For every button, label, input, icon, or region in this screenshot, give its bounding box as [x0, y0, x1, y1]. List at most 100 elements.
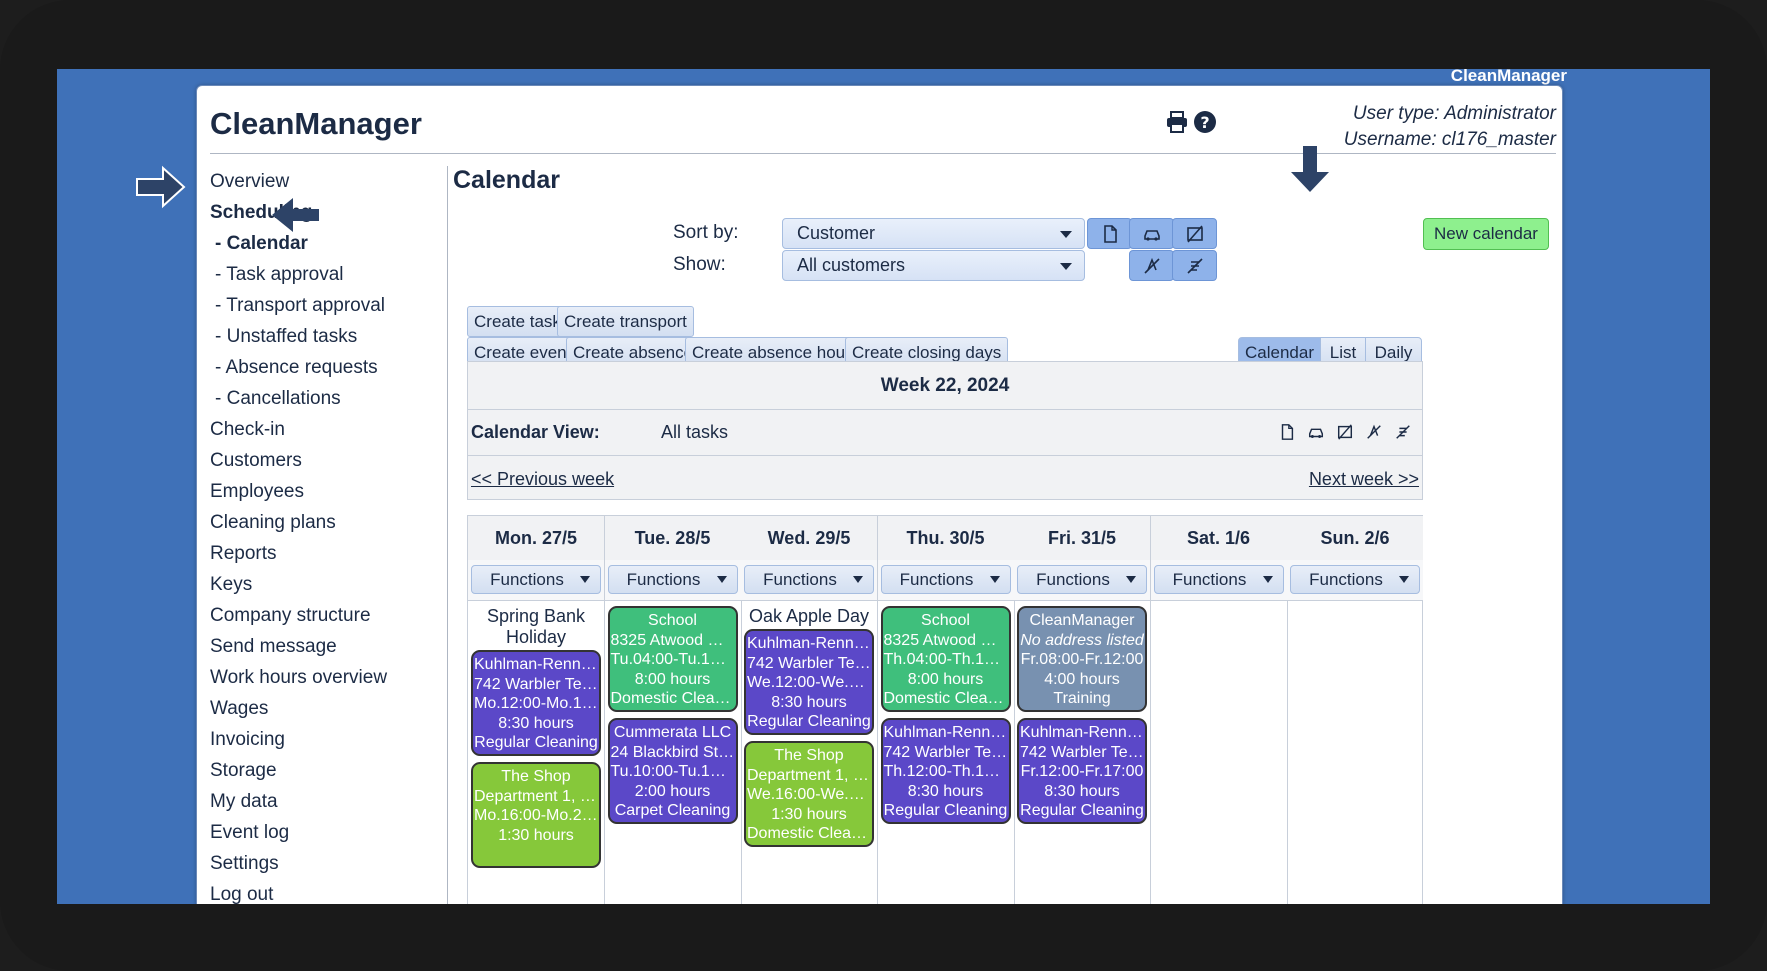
holiday-line: Holiday [505, 627, 567, 647]
task-detail: Carpet Cleaning [614, 802, 731, 819]
printer-icon[interactable] [1165, 110, 1189, 134]
sidebar-item-reports[interactable]: Reports [210, 543, 277, 564]
show-value: All customers [797, 255, 906, 275]
sidebar-item-event-log[interactable]: Event log [210, 822, 290, 843]
sidebar-item-calendar[interactable]: - Calendar [215, 233, 308, 254]
user-info: User type: Administrator Username: cl176… [1344, 101, 1556, 153]
sort-by-value: Customer [797, 223, 876, 243]
task-detail: 742 Warbler Terr… [1020, 743, 1145, 761]
task-detail: Tu.04:00-Tu.12:00 [610, 651, 736, 668]
page-title: Calendar [453, 166, 560, 194]
help-icon[interactable]: ? [1193, 110, 1217, 134]
task-detail: Th.04:00-Th.12:00 [883, 651, 1009, 668]
sidebar-item-transport-approval[interactable]: - Transport approval [215, 295, 386, 316]
filter-absence-button[interactable] [1172, 218, 1217, 249]
sidebar-item-cancellations[interactable]: - Cancellations [215, 388, 341, 409]
sidebar-item-log-out[interactable]: Log out [210, 884, 274, 904]
sidebar-item-my-data[interactable]: My data [210, 791, 278, 812]
sidebar-item-customers[interactable]: Customers [210, 450, 302, 471]
document-icon[interactable] [1278, 423, 1296, 441]
functions-dropdown[interactable]: Functions [607, 565, 738, 594]
sidebar-item-settings[interactable]: Settings [210, 853, 279, 874]
sidebar-item-invoicing[interactable]: Invoicing [210, 729, 285, 750]
day-column: Wed. 29/5 Functions Oak Apple Day Kuhlman-R… [741, 516, 878, 904]
sidebar-item-check-in[interactable]: Check-in [210, 419, 285, 440]
functions-label: Functions [1036, 570, 1110, 589]
task-card[interactable]: Kuhlman-Renner… 742 Warbler Terr… Mo.12:00… [471, 650, 601, 756]
task-detail: Tu.10:00-Tu.12:00 [610, 763, 736, 780]
week-grid: Mon. 27/5 Functions Spring Bank Holiday Kuhl… [467, 515, 1423, 904]
task-card[interactable]: School 8325 Atwood Cr… Tu.04:00-Tu.12:00 8:… [607, 606, 738, 712]
sidebar-item-send-message[interactable]: Send message [210, 636, 337, 657]
task-detail: 8:00 hours [634, 670, 711, 688]
calendar-view-label: Calendar View: [471, 422, 600, 442]
main-content: Calendar Sort by: Show: Customer All cus… [453, 166, 1556, 904]
car-icon[interactable] [1306, 423, 1326, 441]
functions-label: Functions [763, 570, 837, 589]
document-icon [1104, 225, 1117, 243]
task-detail: We.12:00-We.17:00 [747, 674, 872, 691]
absence-icon[interactable] [1336, 423, 1354, 441]
sidebar-item-scheduling[interactable]: Scheduling [210, 202, 313, 223]
functions-dropdown[interactable]: Functions [880, 565, 1011, 594]
create-transport-button[interactable]: Create transport [557, 306, 694, 337]
functions-dropdown[interactable]: Functions [1017, 565, 1147, 594]
task-customer: The Shop [501, 768, 571, 785]
task-customer: Kuhlman-Renner… [883, 724, 1009, 741]
day-header: Thu. 30/5 [877, 516, 1014, 561]
new-calendar-button[interactable]: New calendar [1423, 218, 1549, 250]
task-card[interactable]: Kuhlman-Renner… 742 Warbler Terr… We.12:00… [744, 629, 874, 735]
functions-dropdown[interactable]: Functions [744, 565, 874, 594]
functions-label: Functions [490, 570, 564, 589]
absence-icon [1187, 225, 1203, 243]
functions-dropdown[interactable]: Functions [1290, 565, 1420, 594]
task-detail: 2:00 hours [634, 782, 711, 800]
task-detail: 1:30 hours [771, 805, 847, 823]
sort-by-select[interactable]: Customer [782, 218, 1085, 249]
sidebar-item-absence-requests[interactable]: - Absence requests [215, 357, 378, 378]
sidebar-item-storage[interactable]: Storage [210, 760, 277, 781]
task-card[interactable]: School 8325 Atwood Cr… Th.04:00-Th.12:00 8:… [880, 606, 1011, 712]
absence-hours-icon[interactable] [1394, 423, 1412, 441]
sidebar-item-employees[interactable]: Employees [210, 481, 304, 502]
task-card[interactable]: The Shop Department 1, 5… Mo.16:00-Mo.22:0… [471, 762, 601, 868]
sidebar-item-keys[interactable]: Keys [210, 574, 253, 595]
previous-week-link[interactable]: << Previous week [471, 469, 615, 489]
closing-days-icon[interactable] [1365, 423, 1383, 441]
sidebar-item-work-hours-overview[interactable]: Work hours overview [210, 667, 388, 688]
sidebar-item-unstaffed-tasks[interactable]: - Unstaffed tasks [215, 326, 358, 347]
task-card[interactable]: Cummerata LLC 24 Blackbird Street Tu.10:00… [607, 718, 738, 824]
task-detail: 8:00 hours [907, 670, 984, 688]
task-card[interactable]: The Shop Department 1, 5… We.16:00-We.22:0… [744, 741, 874, 847]
task-detail: We.16:00-We.22:00 [747, 786, 872, 803]
chevron-down-icon [1060, 263, 1072, 270]
filter-document-button[interactable] [1087, 218, 1132, 249]
filter-transport-button[interactable] [1129, 218, 1174, 249]
svg-text:?: ? [1200, 113, 1209, 132]
sidebar-item-overview[interactable]: Overview [210, 171, 290, 192]
task-card[interactable]: CleanManager No address listed Fr.08:00-Fr… [1017, 606, 1147, 712]
task-customer: Kuhlman-Renner… [747, 635, 872, 652]
task-card[interactable]: Kuhlman-Renner… 742 Warbler Terr… Fr.12:00… [1017, 718, 1147, 824]
filter-absence-hours-button[interactable] [1172, 250, 1217, 281]
show-select[interactable]: All customers [782, 250, 1085, 281]
day-column: Fri. 31/5 Functions CleanManager No address… [1014, 516, 1151, 904]
next-week-link[interactable]: Next week >> [1308, 469, 1419, 489]
sidebar-item-company-structure[interactable]: Company structure [210, 605, 371, 626]
sidebar-item-cleaning-plans[interactable]: Cleaning plans [210, 512, 336, 533]
functions-dropdown[interactable]: Functions [471, 565, 601, 594]
car-icon [1144, 230, 1160, 241]
task-detail: 742 Warbler Terr… [883, 743, 1009, 761]
task-detail: Domestic Cleaning [610, 690, 736, 707]
sidebar-item-task-approval[interactable]: - Task approval [215, 264, 344, 285]
sidebar-item-wages[interactable]: Wages [210, 698, 269, 719]
create-task-button[interactable]: Create task [467, 306, 568, 337]
filter-closing-button[interactable] [1129, 250, 1174, 281]
chevron-down-icon [989, 576, 1000, 583]
show-label: Show: [673, 254, 726, 275]
chevron-down-icon [1126, 576, 1136, 583]
task-card[interactable]: Kuhlman-Renner… 742 Warbler Terr… Th.12:00… [880, 718, 1011, 824]
functions-dropdown[interactable]: Functions [1153, 565, 1284, 594]
functions-label: Functions [1172, 570, 1247, 589]
